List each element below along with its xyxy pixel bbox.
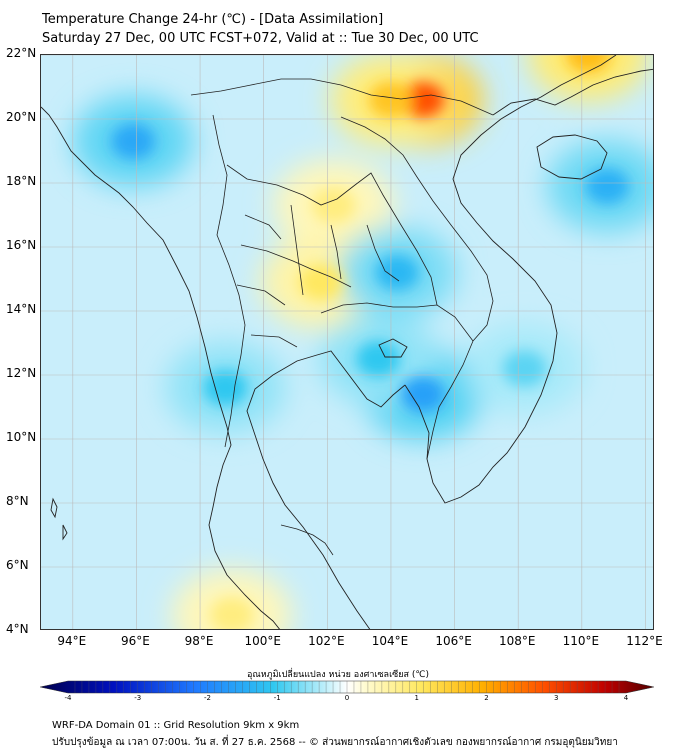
footer-model-info: WRF-DA Domain 01 :: Grid Resolution 9km … xyxy=(52,720,300,731)
colorbar-tick-label: 4 xyxy=(623,694,629,702)
colorbar-tick-label: 1 xyxy=(414,694,419,702)
country-borders xyxy=(190,78,494,556)
lat-label: 18°N xyxy=(6,174,37,188)
lon-label: 102°E xyxy=(308,634,345,648)
andaman-islands xyxy=(50,497,68,541)
map-subtitle: Saturday 27 Dec, 00 UTC FCST+072, Valid … xyxy=(42,31,479,46)
colorbar-title: อุณหภูมิเปลี่ยนแปลง หน่วย องศาเซลเซียส (… xyxy=(246,670,430,680)
lat-label: 14°N xyxy=(6,302,37,316)
colorbar-tick-label: -3 xyxy=(134,694,142,702)
lon-label: 96°E xyxy=(121,634,150,648)
warm-central-thailand xyxy=(298,264,343,301)
warm-top-right-halo xyxy=(528,55,649,101)
map-title: Temperature Change 24-hr (℃) - [Data Ass… xyxy=(42,12,384,27)
coastline xyxy=(41,55,653,629)
cold-sea-east xyxy=(502,350,547,387)
colorbar-tick-label: -1 xyxy=(273,694,281,702)
cold-hainan-east xyxy=(585,168,630,205)
lon-label: 110°E xyxy=(562,634,600,648)
gridlines xyxy=(41,55,653,629)
lat-label: 10°N xyxy=(6,430,37,444)
lon-label: 104°E xyxy=(371,634,409,648)
border-laos-vietnam xyxy=(340,116,494,342)
lat-label: 20°N xyxy=(6,110,37,124)
coastline-hainan xyxy=(536,134,608,180)
colorbar-tick-label: 0 xyxy=(344,694,350,702)
lon-label: 100°E xyxy=(244,634,281,648)
temperature-field xyxy=(73,55,653,629)
border-thailand-cambodia xyxy=(320,302,474,342)
colorbar-tick-label: 3 xyxy=(554,694,559,702)
border-myanmar-thailand xyxy=(212,114,246,448)
map-panel xyxy=(40,54,654,630)
border-china xyxy=(190,78,494,116)
lon-label: 108°E xyxy=(498,634,536,648)
cold-gulf xyxy=(356,341,401,377)
warm-south-bottom xyxy=(209,597,254,629)
border-cambodia-vietnam xyxy=(426,340,474,460)
coastline-east xyxy=(404,55,617,504)
colorbar xyxy=(40,680,654,694)
coastline-china xyxy=(492,68,653,116)
coastline-west xyxy=(41,106,280,629)
border-provinces-1 xyxy=(236,214,352,348)
lat-label: 12°N xyxy=(6,366,37,380)
lon-label: 106°E xyxy=(435,634,472,648)
colorbar-tick-label: -2 xyxy=(204,694,211,702)
lon-label: 112°E xyxy=(626,634,663,648)
tonle-sap xyxy=(378,338,408,358)
lat-label: 22°N xyxy=(6,46,37,60)
lat-label: 8°N xyxy=(6,494,29,508)
cold-cambodia xyxy=(400,376,445,413)
temperature-field-cores xyxy=(111,55,630,629)
lat-label: 4°N xyxy=(6,622,29,636)
coastline-gulf xyxy=(246,350,406,629)
lon-label: 98°E xyxy=(184,634,214,648)
border-provinces-2 xyxy=(290,204,400,296)
warm-central-laos xyxy=(311,187,356,224)
colorbar-tick-label: 2 xyxy=(484,694,489,702)
lon-label: 94°E xyxy=(57,634,87,648)
warm-red-north-vietnam xyxy=(400,81,445,118)
warm-top-right xyxy=(566,55,611,73)
lat-label: 6°N xyxy=(6,558,29,572)
lat-label: 16°N xyxy=(6,238,37,252)
footer-update-info: ปรับปรุงข้อมูล ณ เวลา 07:00น. วัน ส. ที่… xyxy=(52,737,618,748)
cold-isan xyxy=(375,254,420,291)
border-thailand-laos xyxy=(226,164,438,306)
colorbar-tick-label: -4 xyxy=(64,694,72,702)
border-thailand-malaysia xyxy=(280,524,334,556)
map-canvas xyxy=(41,55,653,629)
cold-myanmar-west xyxy=(111,123,156,160)
